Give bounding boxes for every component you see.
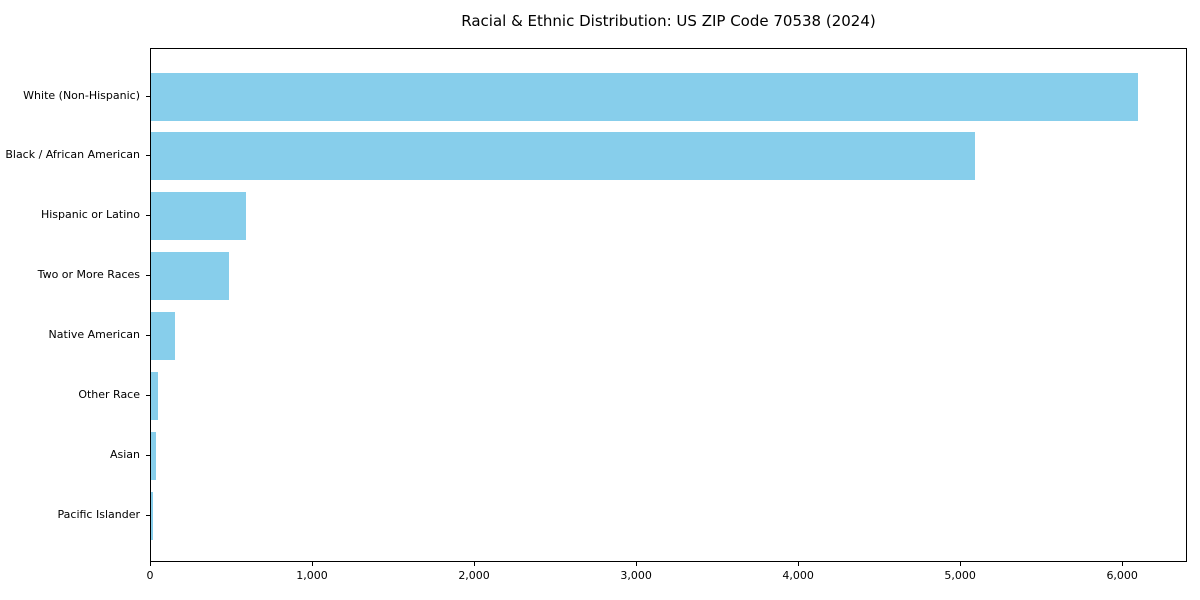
bar-white-non-hispanic	[151, 72, 1138, 121]
bar-hispanic-or-latino	[151, 192, 246, 241]
bar-black-african-american	[151, 132, 975, 181]
x-tick-label: 2,000	[458, 569, 490, 582]
y-tick-mark	[146, 335, 150, 337]
y-tick-label: Hispanic or Latino	[40, 208, 140, 222]
x-tick-label: 5,000	[944, 569, 976, 582]
plot-area	[150, 48, 1187, 562]
x-tick-mark	[312, 562, 314, 566]
y-tick-label: Two or More Races	[37, 268, 140, 282]
chart-title: Racial & Ethnic Distribution: US ZIP Cod…	[461, 12, 876, 30]
bar-asian	[151, 431, 156, 480]
y-tick-mark	[146, 514, 150, 516]
y-tick-label: Native American	[48, 328, 140, 342]
x-tick-label: 1,000	[296, 569, 328, 582]
x-tick-mark	[1122, 562, 1124, 566]
bar-native-american	[151, 312, 176, 361]
y-tick-label: Black / African American	[5, 148, 140, 162]
x-tick-mark	[798, 562, 800, 566]
y-tick-label: Other Race	[78, 388, 140, 401]
y-tick-mark	[146, 275, 150, 277]
x-tick-mark	[960, 562, 962, 566]
x-tick-mark	[150, 562, 151, 566]
bar-pacific-islander	[151, 491, 153, 540]
y-tick-mark	[146, 95, 150, 97]
bar-other-race	[151, 372, 159, 420]
x-tick-label: 6,000	[1106, 569, 1138, 582]
x-tick-label: 3,000	[620, 569, 652, 582]
y-tick-label: Asian	[109, 447, 140, 461]
y-tick-mark	[146, 395, 150, 396]
x-tick-label: 4,000	[782, 569, 814, 582]
y-tick-label: Pacific Islander	[57, 507, 140, 521]
x-tick-mark	[636, 562, 638, 566]
x-tick-mark	[474, 562, 476, 566]
y-tick-mark	[146, 454, 150, 456]
y-tick-mark	[146, 215, 150, 217]
x-tick-label: 0	[146, 569, 154, 582]
y-tick-label: White (Non-Hispanic)	[23, 88, 140, 102]
y-tick-mark	[146, 155, 150, 157]
bar-two-or-more-races	[151, 252, 229, 301]
